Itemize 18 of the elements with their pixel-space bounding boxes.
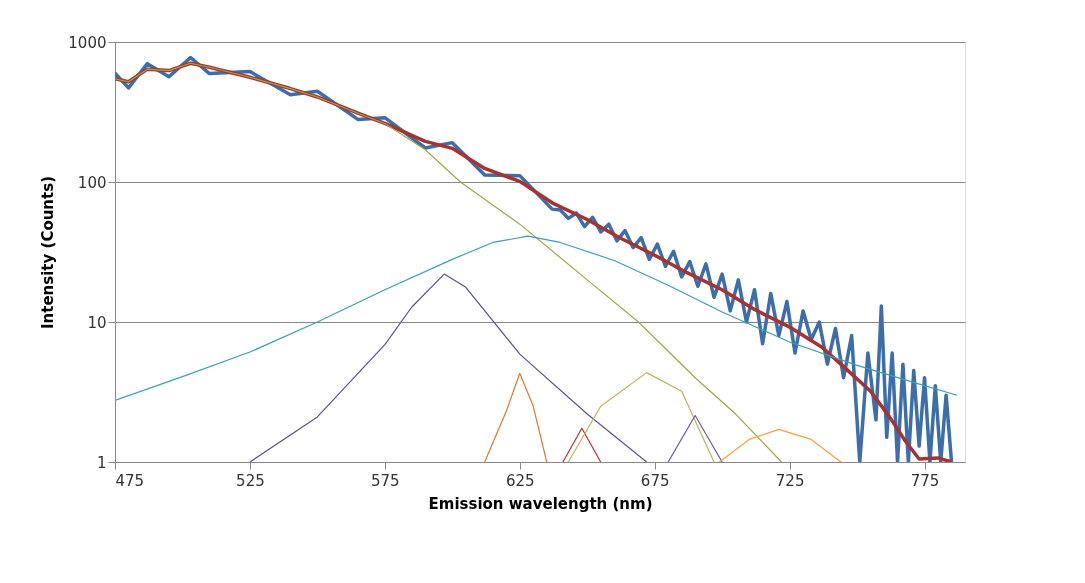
line-series (115, 62, 783, 462)
x-tick-label: 475 (115, 471, 145, 490)
y-tick-label: 1000 (68, 33, 107, 52)
x-tick-label: 725 (775, 471, 805, 490)
x-tick-label: 675 (640, 471, 670, 490)
line-series (115, 235, 958, 402)
y-tick-label: 100 (77, 173, 107, 192)
x-tick-label: 575 (371, 471, 400, 490)
y-tick-label: 1 (96, 453, 107, 472)
line-series (484, 372, 548, 462)
x-tick-label: 775 (910, 471, 940, 490)
x-tick-label: 525 (236, 471, 265, 490)
y-tick-label: 10 (87, 313, 107, 332)
line-series (249, 273, 648, 462)
x-tick-label: 625 (505, 471, 535, 490)
x-axis-title: Emission wavelength (nm) (428, 494, 653, 513)
y-axis-title: Intensity (Counts) (39, 175, 58, 330)
line-series (567, 372, 715, 462)
